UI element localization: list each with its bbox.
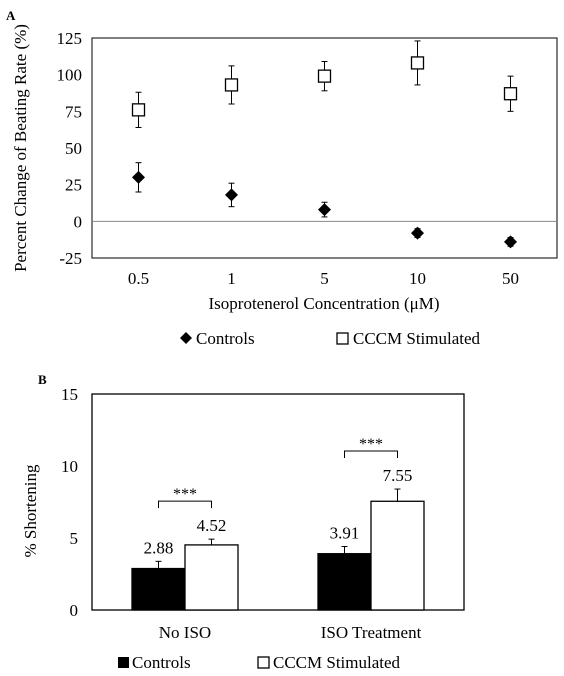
bar-value-label: 3.91: [330, 523, 360, 542]
controls-point: [318, 203, 331, 217]
x-tick-label: 50: [502, 269, 519, 288]
significance-marker: ***: [173, 486, 197, 503]
controls-point: [132, 170, 145, 184]
bar-value-label: 4.52: [197, 516, 227, 535]
panel-a-y-tick-labels: -25 0 25 50 75 100 125: [57, 29, 83, 268]
cccm-bar: [184, 544, 239, 611]
cccm-point: [131, 103, 146, 117]
significance-marker: ***: [359, 436, 383, 453]
bar-value-label: 7.55: [383, 466, 413, 485]
y-tick-label: 0: [70, 601, 79, 620]
y-tick-label: 5: [70, 529, 79, 548]
legend-diamond-icon: [180, 332, 192, 344]
panel-a-label: A: [6, 8, 16, 23]
y-tick-label: 50: [65, 139, 82, 158]
panel-b: B 0 5 10 15 No ISO ISO Treatment 2.88 4.52 3.9…: [21, 372, 465, 672]
x-tick-label: ISO Treatment: [321, 623, 422, 642]
controls-point: [225, 188, 238, 202]
cccm-bar: [370, 500, 425, 611]
y-tick-label: 25: [65, 176, 82, 195]
significance-bracket: [344, 450, 398, 459]
y-tick-label: -25: [59, 249, 82, 268]
legend-open-square-icon: [257, 656, 270, 669]
panel-a: A -25 0 25 50 75 100 125 0.5 1 5 10 50 Percent Cha…: [6, 8, 558, 348]
bar-value-label: 2.88: [144, 538, 174, 557]
controls-point: [411, 226, 424, 240]
y-tick-label: 10: [61, 457, 78, 476]
panel-b-y-tick-labels: 0 5 10 15: [61, 385, 78, 620]
legend-filled-square-icon: [118, 657, 129, 668]
panel-a-x-tick-labels: 0.5 1 5 10 50: [128, 269, 519, 288]
x-tick-label: 10: [409, 269, 426, 288]
x-tick-label: 1: [227, 269, 236, 288]
cccm-point: [410, 56, 425, 70]
y-tick-label: 125: [57, 29, 83, 48]
significance-bracket: [158, 500, 212, 509]
panel-b-legend-cccm: CCCM Stimulated: [273, 653, 401, 672]
controls-point: [504, 235, 517, 249]
panel-b-legend-controls: Controls: [132, 653, 191, 672]
panel-a-legend-cccm: CCCM Stimulated: [353, 329, 481, 348]
x-tick-label: No ISO: [159, 623, 211, 642]
x-tick-label: 0.5: [128, 269, 149, 288]
panel-a-plot-frame: [91, 37, 558, 259]
y-tick-label: 75: [65, 102, 82, 121]
cccm-point: [317, 69, 332, 83]
controls-bar: [131, 567, 186, 611]
panel-b-bars: 2.88 4.52 3.91 7.55: [131, 466, 425, 611]
panel-a-x-axis-title: Isoprotenerol Concentration (μM): [209, 294, 440, 313]
controls-bar: [317, 553, 372, 611]
panel-b-y-axis-title: % Shortening: [21, 464, 40, 558]
panel-b-label: B: [38, 372, 47, 387]
y-tick-label: 0: [74, 212, 83, 231]
panel-b-plot-frame: [91, 393, 465, 611]
panel-a-y-axis-title: Percent Change of Beating Rate (%): [11, 24, 30, 272]
panel-b-x-tick-labels: No ISO ISO Treatment: [159, 623, 422, 642]
y-tick-label: 15: [61, 385, 78, 404]
cccm-point: [224, 78, 239, 92]
panel-a-legend-controls: Controls: [196, 329, 255, 348]
panel-b-significance-brackets: *** ***: [158, 436, 398, 509]
panel-b-legend: Controls CCCM Stimulated: [118, 653, 401, 672]
x-tick-label: 5: [320, 269, 329, 288]
panel-a-data-points: [131, 40, 518, 249]
cccm-point: [503, 87, 518, 101]
y-tick-label: 100: [57, 66, 83, 85]
panel-a-legend: Controls CCCM Stimulated: [180, 329, 481, 348]
legend-open-square-icon: [336, 332, 349, 345]
